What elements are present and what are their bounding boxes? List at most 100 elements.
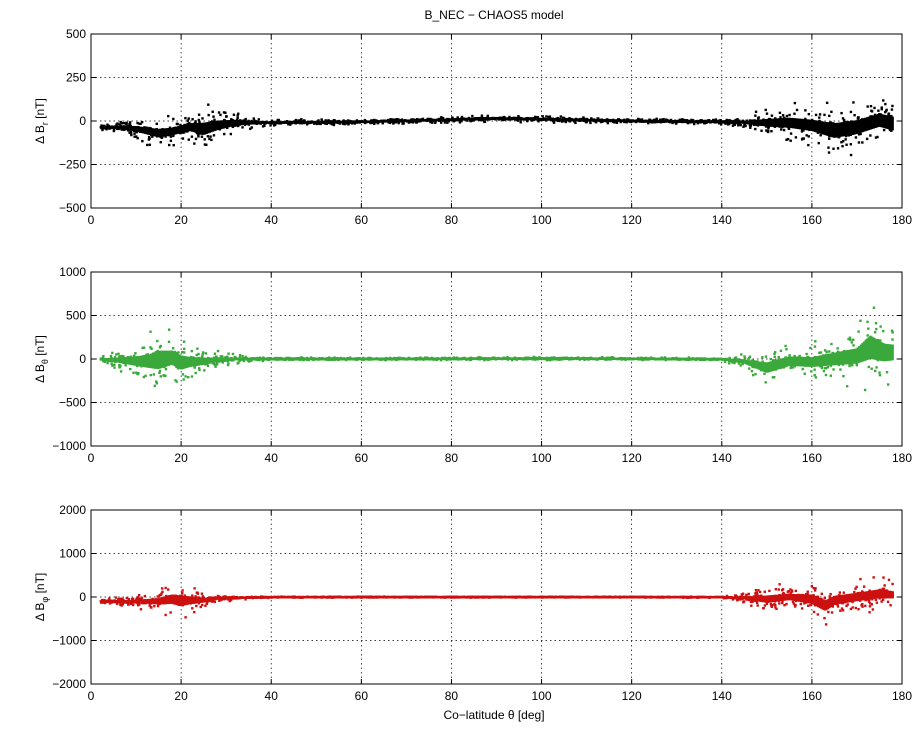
scatter-point [874,370,876,372]
scatter-point [117,353,119,355]
scatter-point [832,368,834,370]
scatter-point [170,140,172,142]
scatter-point [852,344,854,346]
scatter-point [545,115,547,117]
scatter-point [223,133,225,135]
scatter-point [218,111,220,113]
scatter-point [459,121,461,123]
x-tick-label: 0 [88,451,95,465]
y-tick-label: 1000 [59,265,86,279]
scatter-point [859,320,861,322]
scatter-point [164,375,166,377]
scatter-point [160,345,162,347]
scatter-point [520,121,522,123]
scatter-point [824,367,826,369]
scatter-point [182,373,184,375]
scatter-point [239,354,241,356]
scatter-point [868,366,870,368]
scatter-point [168,144,170,146]
scatter-point [874,331,876,333]
scatter-point [748,367,750,369]
scatter-point [172,347,174,349]
scatter-point [196,347,198,349]
scatter-point [807,605,809,607]
scatter-point [517,115,519,117]
scatter-point [878,371,880,373]
scatter-point [574,122,576,124]
scatter-point [132,372,134,374]
scatter-point [842,375,844,377]
scatter-point [873,307,875,309]
scatter-point [884,103,886,105]
x-tick-label: 100 [532,451,552,465]
scatter-point [870,368,872,370]
x-tick-label: 140 [712,213,732,227]
scatter-point [844,138,846,140]
scatter-point [263,125,265,127]
scatter-point [788,114,790,116]
scatter-point [807,144,809,146]
scatter-point [160,141,162,143]
scatter-point [208,138,210,140]
scatter-point [120,370,122,372]
scatter-point [850,143,852,145]
scatter-point [401,122,403,124]
scatter-point [213,119,215,121]
scatter-point [872,608,874,610]
scatter-point [761,356,763,358]
scatter-point [821,593,823,595]
scatter-point [808,113,810,115]
scatter-point [113,364,115,366]
scatter-point [849,336,851,338]
scatter-point [858,141,860,143]
scatter-point [217,350,219,352]
scatter-point [830,375,832,377]
scatter-point [193,142,195,144]
scatter-point [796,109,798,111]
scatter-point [891,330,893,332]
scatter-point [211,111,213,113]
scatter-point [241,355,243,357]
scatter-point [770,358,772,360]
scatter-point [244,118,246,120]
scatter-point [154,385,156,387]
scatter-point [879,374,881,376]
scatter-point [224,112,226,114]
scatter-point [823,114,825,116]
scatter-point [749,356,751,358]
scatter-point [183,348,185,350]
scatter-point [826,351,828,353]
scatter-point [845,144,847,146]
scatter-point [882,99,884,101]
x-tick-label: 60 [355,213,369,227]
scatter-point [827,146,829,148]
scatter-point [879,325,881,327]
scatter-point [773,353,775,355]
scatter-point [115,353,117,355]
scatter-point [549,115,551,117]
scatter-point [801,138,803,140]
scatter-point [788,354,790,356]
scatter-point [320,118,322,120]
scatter-point [815,114,817,116]
scatter-point [855,607,857,609]
scatter-point [149,331,151,333]
scatter-point [801,130,803,132]
scatter-point [877,110,879,112]
scatter-point [767,131,769,133]
scatter-point [813,374,815,376]
scatter-point [111,352,113,354]
scatter-point [693,123,695,125]
scatter-point [123,122,125,124]
scatter-point [249,128,251,130]
scatter-point [804,373,806,375]
scatter-point [891,345,894,361]
scatter-point [233,114,235,116]
scatter-point [787,138,789,140]
scatter-point [237,362,239,364]
y-tick-label: 500 [66,309,86,323]
scatter-point [857,116,859,118]
scatter-point [541,115,543,117]
scatter-point [765,355,767,357]
